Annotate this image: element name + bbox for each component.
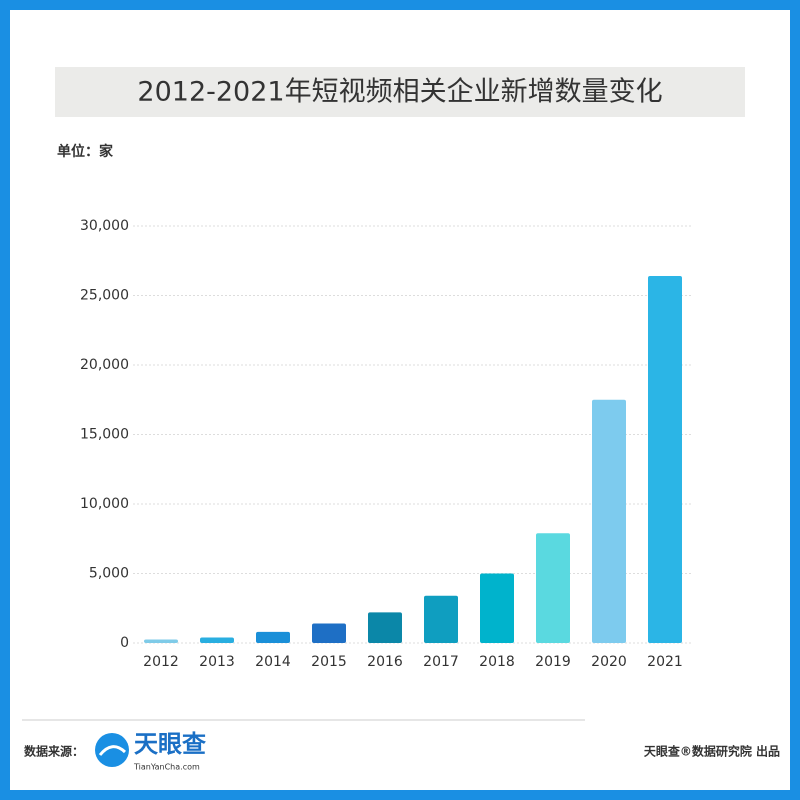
x-tick-label: 2013 — [199, 654, 235, 670]
bar — [312, 623, 346, 643]
bar — [592, 399, 626, 643]
logo-name: 天眼查 — [134, 730, 206, 758]
logo-icon — [95, 733, 129, 767]
x-tick-label: 2018 — [479, 654, 515, 670]
logo-wave — [98, 745, 127, 756]
logo-url: TianYanCha.com — [133, 763, 200, 772]
y-tick-label: 20,000 — [80, 357, 129, 373]
y-tick-label: 15,000 — [80, 427, 129, 443]
x-tick-label: 2017 — [423, 654, 459, 670]
y-tick-label: 25,000 — [80, 288, 129, 304]
x-tick-label: 2015 — [311, 654, 347, 670]
chart-title: 2012-2021年短视频相关企业新增数量变化 — [137, 77, 662, 108]
y-tick-label: 30,000 — [80, 218, 129, 234]
x-tick-label: 2021 — [647, 654, 683, 670]
bar — [368, 612, 402, 643]
bar — [200, 637, 234, 643]
bar — [480, 573, 514, 643]
x-tick-label: 2016 — [367, 654, 403, 670]
y-tick-label: 0 — [120, 635, 129, 651]
source-label: 数据来源： — [24, 744, 84, 759]
x-tick-label: 2020 — [591, 654, 627, 670]
bar — [256, 631, 290, 643]
x-tick-label: 2019 — [535, 654, 571, 670]
title-box — [55, 67, 745, 117]
y-tick-label: 10,000 — [80, 496, 129, 512]
bar — [648, 276, 682, 643]
unit-label: 单位：家 — [57, 143, 114, 160]
bar — [144, 639, 178, 643]
y-tick-label: 5,000 — [89, 566, 129, 582]
bar — [536, 533, 570, 643]
bar — [424, 595, 458, 643]
x-tick-label: 2012 — [143, 654, 179, 670]
credit: 天眼查®数据研究院 出品 — [644, 744, 780, 759]
x-tick-label: 2014 — [255, 654, 291, 670]
